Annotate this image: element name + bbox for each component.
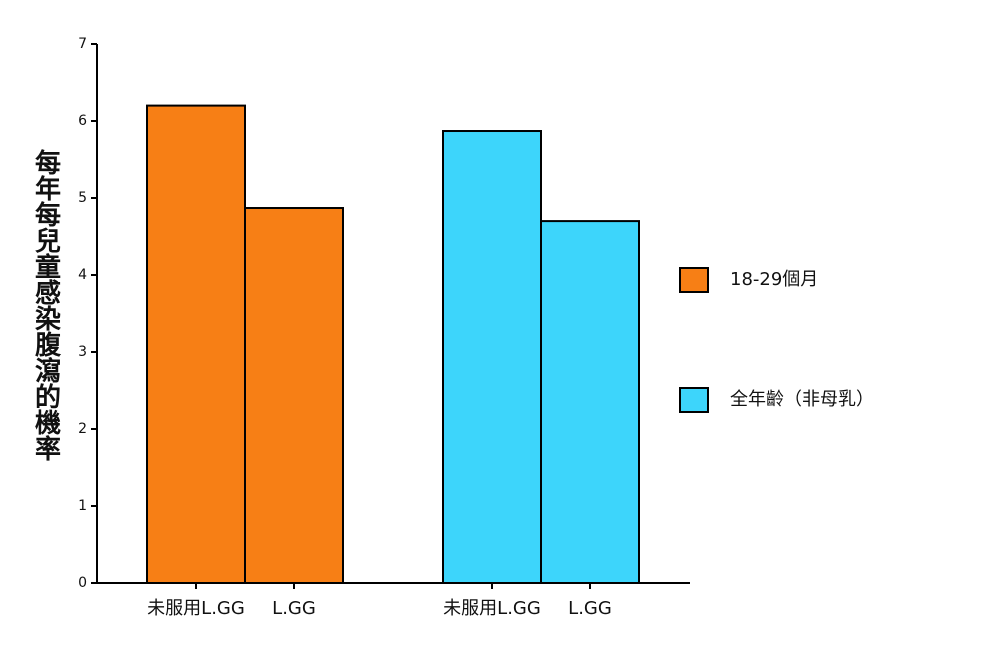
- y-tick-label: 1: [78, 498, 87, 514]
- legend-label: 18-29個月: [730, 269, 818, 290]
- y-tick-label: 6: [78, 113, 87, 129]
- bar: [244, 207, 344, 584]
- y-tick-label: 2: [78, 421, 87, 437]
- y-axis-label: 每年每兒童感染腹瀉的機率: [31, 148, 62, 461]
- x-tick-label: L.GG: [568, 598, 612, 619]
- y-tick-label: 4: [78, 267, 87, 283]
- y-tick-label: 3: [78, 344, 87, 360]
- y-tick-label: 0: [78, 575, 87, 591]
- legend-swatch: [679, 267, 709, 293]
- y-tick-label: 5: [78, 190, 87, 206]
- bar: [442, 130, 542, 584]
- bar: [540, 220, 640, 584]
- legend-label: 全年齡（非母乳）: [730, 389, 874, 410]
- x-tick-label: L.GG: [272, 598, 316, 619]
- bar: [146, 104, 246, 584]
- x-tick-label: 未服用L.GG: [443, 598, 541, 619]
- y-tick-label: 7: [78, 36, 87, 52]
- x-tick-label: 未服用L.GG: [147, 598, 245, 619]
- legend-swatch: [679, 387, 709, 413]
